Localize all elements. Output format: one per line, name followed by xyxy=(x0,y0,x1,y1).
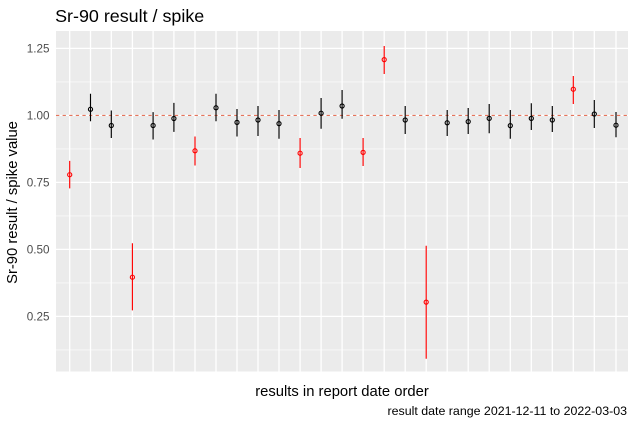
svg-text:result date range 2021-12-11 t: result date range 2021-12-11 to 2022-03-… xyxy=(388,404,628,418)
svg-text:Sr-90 result / spike value: Sr-90 result / spike value xyxy=(5,121,21,284)
svg-text:0.75: 0.75 xyxy=(27,177,50,190)
svg-text:results in report date order: results in report date order xyxy=(255,384,429,400)
svg-text:1.25: 1.25 xyxy=(27,43,50,56)
svg-text:1.00: 1.00 xyxy=(27,110,50,123)
svg-text:0.25: 0.25 xyxy=(27,311,50,324)
svg-text:Sr-90 result / spike: Sr-90 result / spike xyxy=(55,6,204,26)
svg-text:0.50: 0.50 xyxy=(27,244,50,257)
